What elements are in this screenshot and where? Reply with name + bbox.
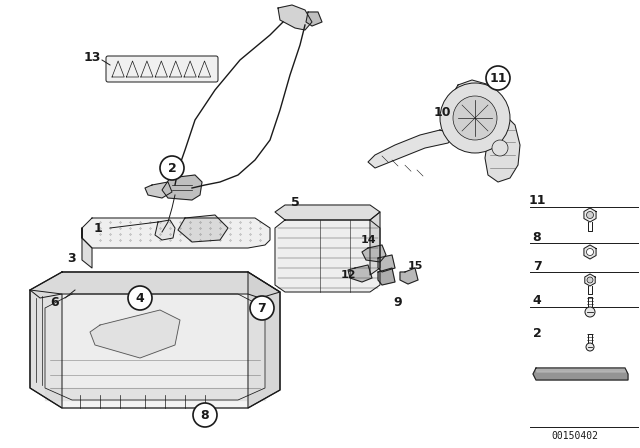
Polygon shape bbox=[348, 265, 372, 282]
Text: 11: 11 bbox=[528, 194, 546, 207]
Polygon shape bbox=[45, 388, 265, 400]
Polygon shape bbox=[533, 368, 628, 380]
Text: 4: 4 bbox=[136, 292, 145, 305]
Text: 13: 13 bbox=[83, 51, 100, 64]
Circle shape bbox=[128, 286, 152, 310]
Text: 12: 12 bbox=[340, 270, 356, 280]
Polygon shape bbox=[278, 5, 312, 30]
FancyBboxPatch shape bbox=[106, 56, 218, 82]
Polygon shape bbox=[155, 220, 175, 240]
Circle shape bbox=[585, 307, 595, 317]
Polygon shape bbox=[362, 245, 386, 262]
Circle shape bbox=[160, 156, 184, 180]
Polygon shape bbox=[378, 255, 395, 272]
Text: 00150402: 00150402 bbox=[552, 431, 598, 441]
Polygon shape bbox=[275, 220, 380, 292]
Circle shape bbox=[440, 83, 510, 153]
Text: 4: 4 bbox=[532, 293, 541, 306]
Polygon shape bbox=[536, 368, 626, 372]
Circle shape bbox=[587, 277, 593, 283]
Text: 2: 2 bbox=[168, 161, 177, 175]
Circle shape bbox=[492, 140, 508, 156]
Circle shape bbox=[453, 96, 497, 140]
Polygon shape bbox=[306, 12, 322, 26]
Polygon shape bbox=[178, 215, 228, 242]
Polygon shape bbox=[400, 268, 418, 284]
Polygon shape bbox=[584, 208, 596, 222]
Polygon shape bbox=[584, 245, 596, 259]
Text: 14: 14 bbox=[360, 235, 376, 245]
Text: 10: 10 bbox=[433, 105, 451, 119]
Polygon shape bbox=[82, 218, 270, 248]
Text: 6: 6 bbox=[51, 296, 60, 309]
Polygon shape bbox=[90, 310, 180, 358]
Text: 5: 5 bbox=[291, 195, 300, 208]
Text: 7: 7 bbox=[258, 302, 266, 314]
Polygon shape bbox=[368, 130, 455, 168]
Text: 11: 11 bbox=[489, 72, 507, 85]
Polygon shape bbox=[30, 272, 280, 408]
Polygon shape bbox=[30, 272, 280, 298]
Text: 7: 7 bbox=[532, 259, 541, 272]
Text: 1: 1 bbox=[93, 221, 102, 234]
Polygon shape bbox=[275, 205, 380, 220]
Circle shape bbox=[250, 296, 274, 320]
Polygon shape bbox=[82, 228, 92, 268]
Polygon shape bbox=[30, 290, 62, 408]
Polygon shape bbox=[485, 115, 520, 182]
Text: 9: 9 bbox=[394, 296, 403, 309]
Polygon shape bbox=[145, 182, 172, 198]
Text: 15: 15 bbox=[407, 261, 422, 271]
Text: 8: 8 bbox=[201, 409, 209, 422]
Circle shape bbox=[486, 66, 510, 90]
Text: 2: 2 bbox=[532, 327, 541, 340]
Circle shape bbox=[586, 211, 593, 219]
Polygon shape bbox=[248, 272, 280, 408]
Circle shape bbox=[193, 403, 217, 427]
Polygon shape bbox=[452, 80, 498, 112]
Polygon shape bbox=[370, 212, 380, 275]
Polygon shape bbox=[162, 175, 202, 200]
Polygon shape bbox=[45, 294, 265, 400]
Circle shape bbox=[586, 343, 594, 351]
Circle shape bbox=[586, 249, 593, 255]
Polygon shape bbox=[585, 274, 595, 286]
Text: 8: 8 bbox=[532, 231, 541, 244]
Text: 3: 3 bbox=[68, 251, 76, 264]
Polygon shape bbox=[378, 268, 395, 285]
